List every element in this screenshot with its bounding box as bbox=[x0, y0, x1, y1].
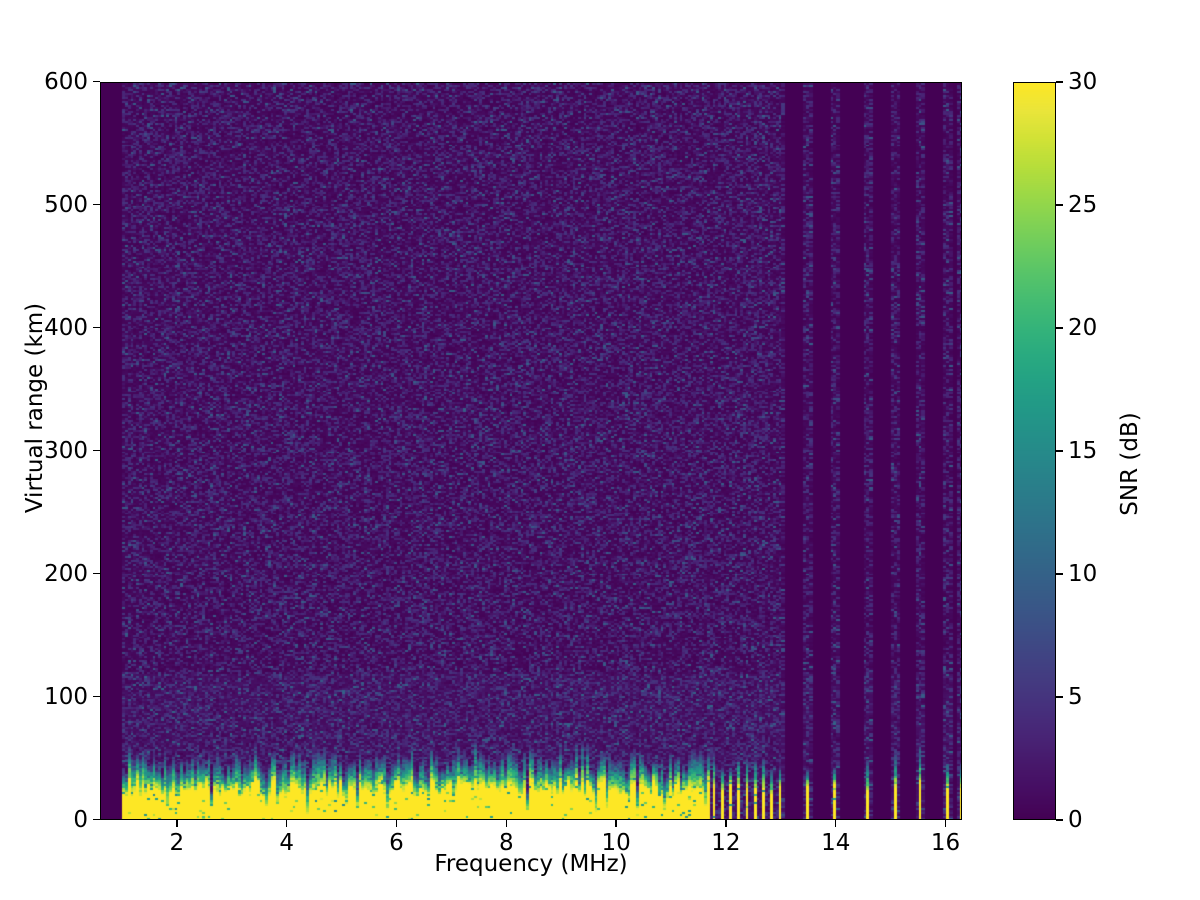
colorbar-tick-label: 10 bbox=[1068, 561, 1098, 587]
y-tick-mark bbox=[93, 696, 100, 698]
y-axis-label: Virtual range (km) bbox=[22, 302, 48, 514]
x-axis-label: Frequency (MHz) bbox=[434, 851, 628, 877]
colorbar-tick-mark bbox=[1056, 573, 1063, 575]
y-tick-mark bbox=[93, 204, 100, 206]
colorbar-tick-mark bbox=[1056, 204, 1063, 206]
x-tick-label: 6 bbox=[389, 830, 404, 856]
y-tick-mark bbox=[93, 327, 100, 329]
x-tick-label: 10 bbox=[601, 830, 631, 856]
colorbar-tick-mark bbox=[1056, 327, 1063, 329]
x-tick-mark bbox=[176, 820, 178, 827]
y-tick-label: 500 bbox=[44, 192, 88, 218]
colorbar-tick-label: 0 bbox=[1068, 807, 1083, 833]
x-tick-mark bbox=[395, 820, 398, 827]
y-tick-label: 300 bbox=[44, 438, 88, 464]
colorbar-gradient bbox=[1014, 83, 1055, 819]
x-tick-label: 12 bbox=[711, 830, 741, 856]
ionogram-heatmap bbox=[101, 83, 961, 819]
x-tick-label: 4 bbox=[279, 830, 294, 856]
x-tick-mark bbox=[285, 820, 288, 827]
colorbar-tick-mark bbox=[1056, 696, 1063, 698]
x-tick-mark bbox=[615, 820, 617, 827]
colorbar-tick-label: 15 bbox=[1068, 438, 1098, 464]
y-tick-mark bbox=[93, 450, 100, 452]
x-tick-mark bbox=[944, 820, 947, 827]
colorbar-tick-label: 30 bbox=[1068, 69, 1098, 95]
colorbar-tick-label: 20 bbox=[1068, 315, 1098, 341]
y-tick-mark bbox=[93, 819, 100, 821]
colorbar-tick-label: 25 bbox=[1068, 192, 1098, 218]
x-tick-label: 14 bbox=[821, 830, 851, 856]
x-tick-label: 8 bbox=[498, 830, 514, 856]
y-tick-mark bbox=[93, 81, 100, 83]
x-tick-mark bbox=[505, 820, 507, 827]
x-tick-mark bbox=[725, 820, 727, 827]
colorbar-tick-label: 5 bbox=[1068, 684, 1083, 710]
x-tick-mark bbox=[835, 820, 837, 827]
y-tick-label: 600 bbox=[44, 69, 88, 95]
colorbar-label: SNR (dB) bbox=[1117, 412, 1143, 516]
colorbar-tick-mark bbox=[1056, 819, 1063, 821]
y-tick-label: 200 bbox=[44, 561, 88, 587]
y-tick-label: 400 bbox=[44, 315, 88, 341]
x-tick-label: 2 bbox=[169, 830, 185, 856]
colorbar bbox=[1013, 82, 1056, 820]
x-tick-label: 16 bbox=[930, 830, 961, 856]
y-tick-label: 100 bbox=[44, 684, 88, 710]
y-tick-label: 0 bbox=[73, 807, 88, 833]
ionogram-plot-area bbox=[100, 82, 962, 820]
y-tick-mark bbox=[93, 573, 100, 575]
colorbar-tick-mark bbox=[1056, 450, 1063, 452]
colorbar-tick-mark bbox=[1056, 81, 1063, 83]
